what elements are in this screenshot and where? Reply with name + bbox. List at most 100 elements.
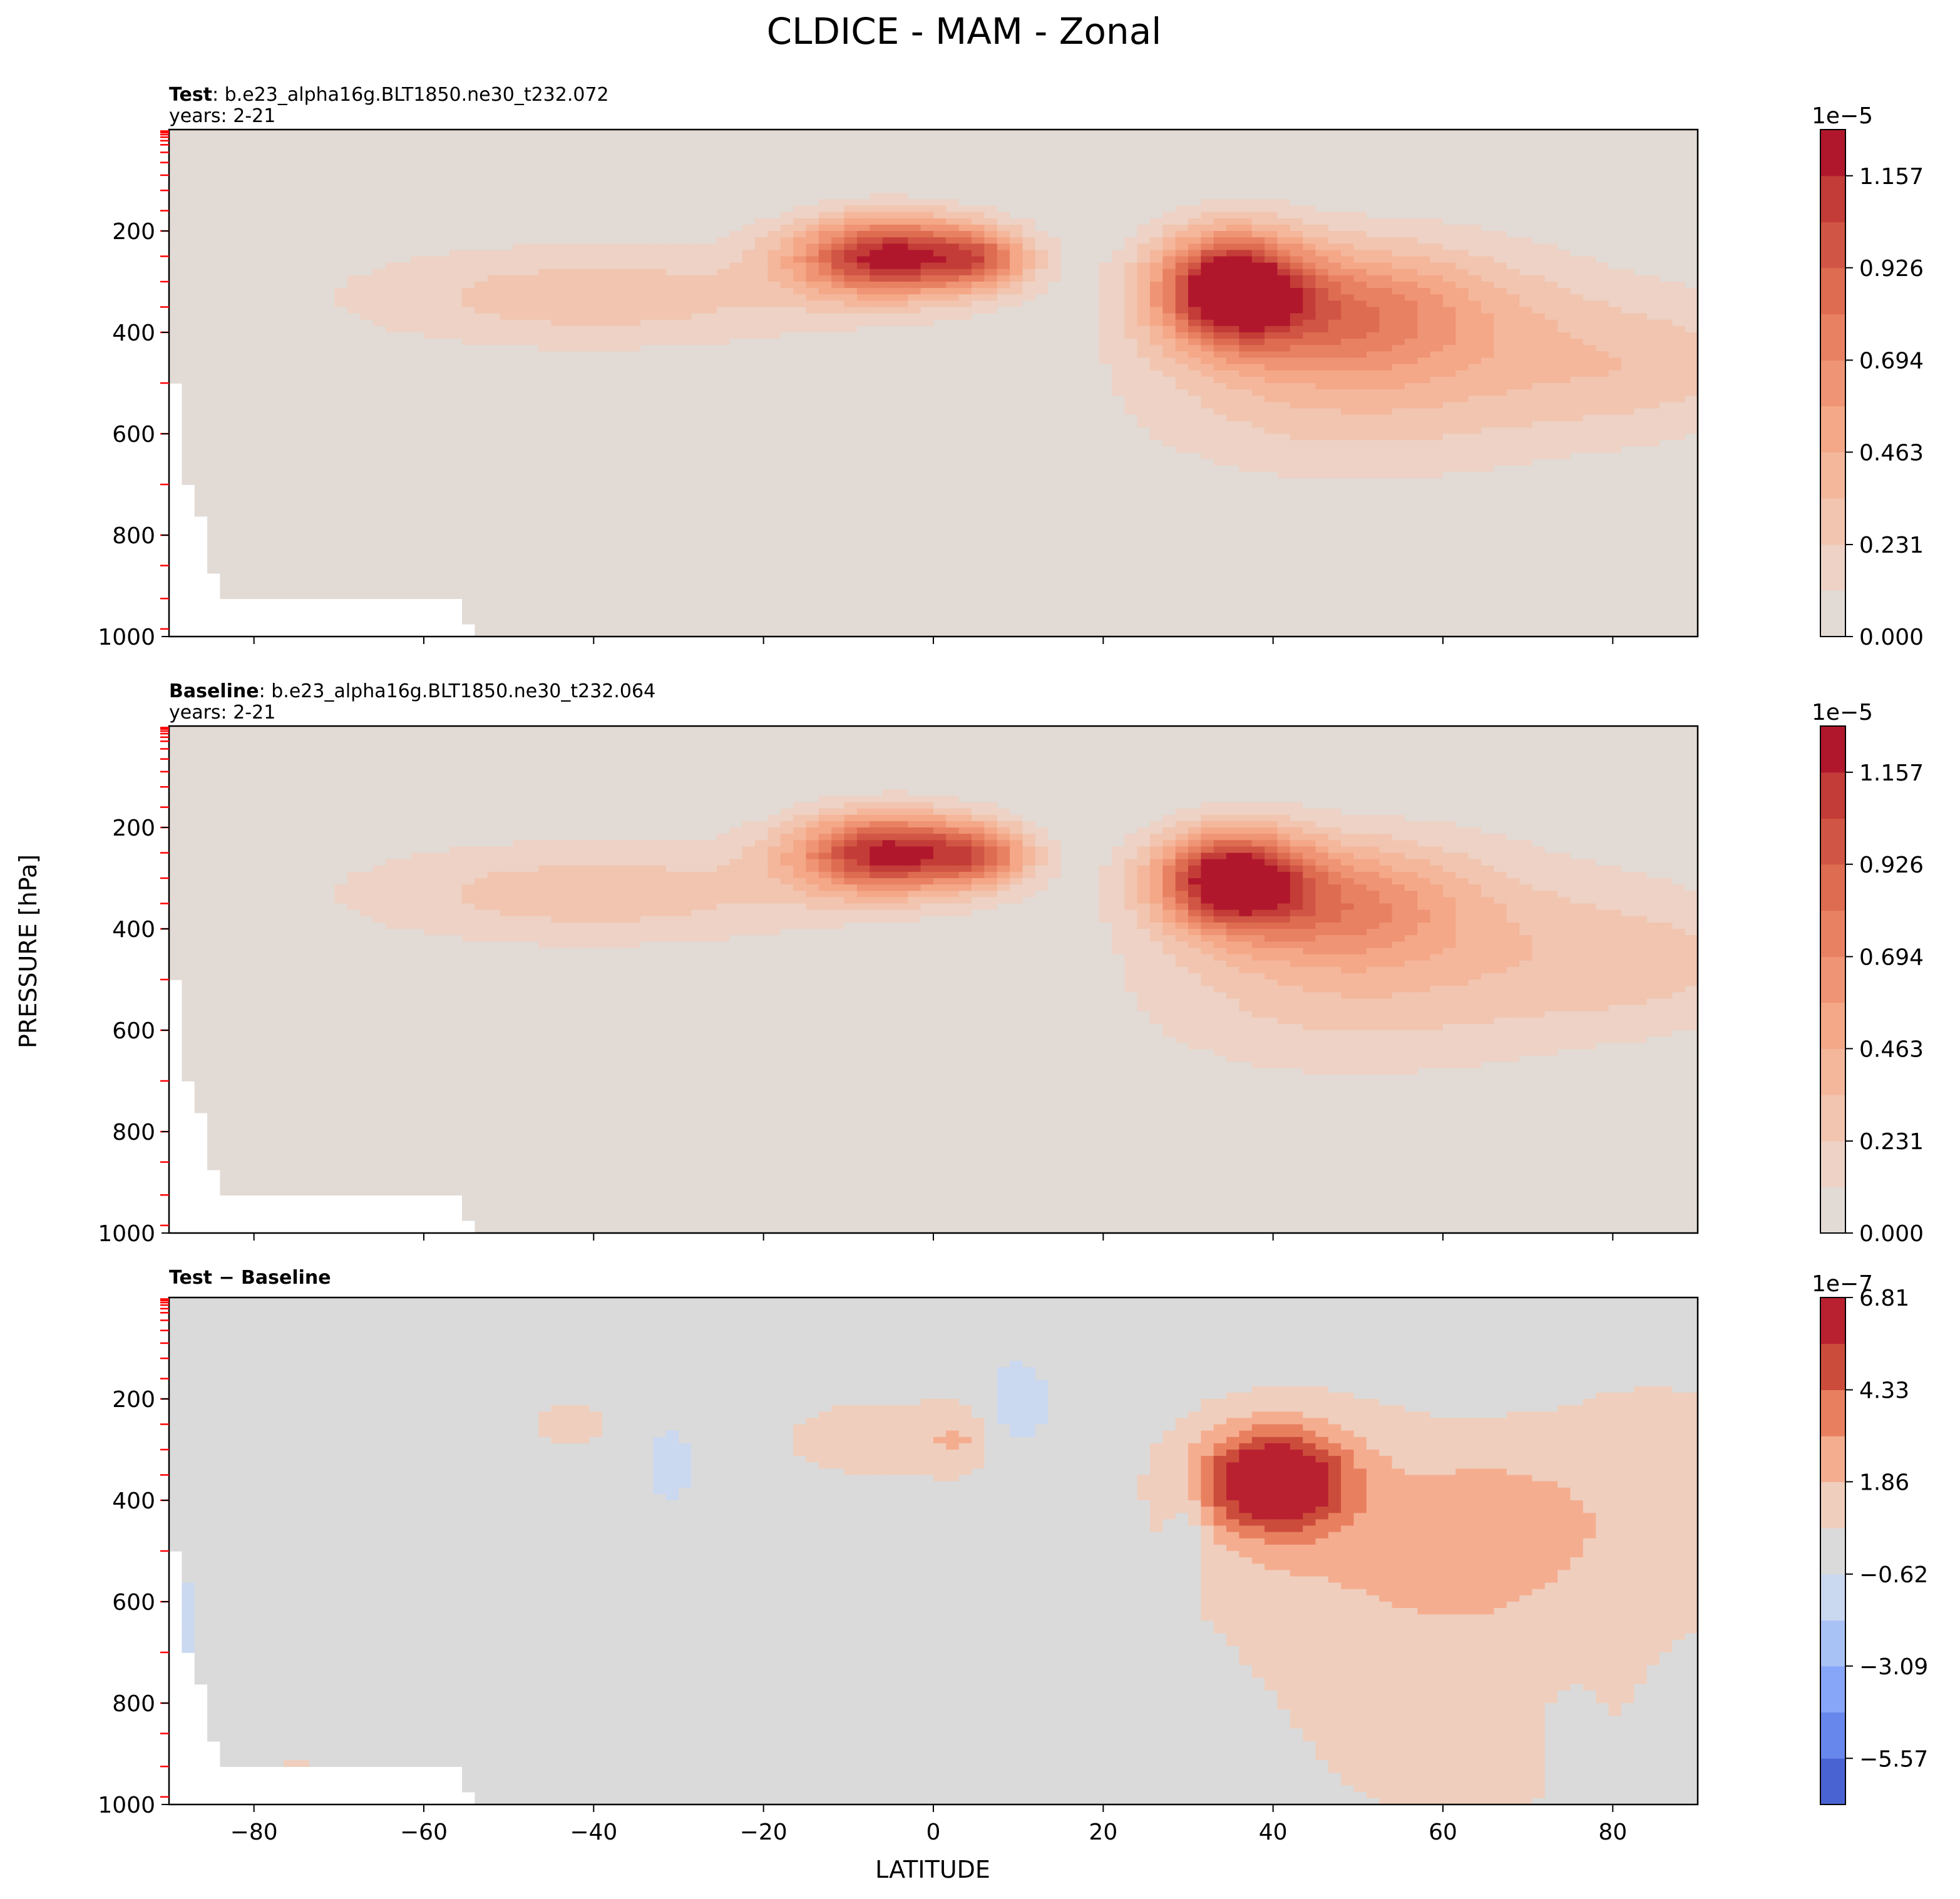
heatmap-cell	[398, 440, 411, 447]
heatmap-cell	[781, 541, 794, 548]
heatmap-cell	[475, 561, 488, 568]
heatmap-cell	[602, 592, 615, 599]
heatmap-cell	[309, 580, 322, 586]
heatmap-cell	[169, 332, 182, 339]
heatmap-cell	[449, 142, 463, 149]
heatmap-cell	[284, 440, 297, 447]
heatmap-cell	[347, 586, 361, 593]
heatmap-cell	[245, 320, 259, 327]
heatmap-cell	[768, 396, 781, 402]
heatmap-cell	[768, 427, 781, 434]
heatmap-cell	[335, 503, 348, 510]
heatmap-cell	[666, 180, 679, 187]
heatmap-cell	[590, 193, 603, 200]
heatmap-cell	[793, 320, 806, 327]
heatmap-cell	[946, 529, 959, 536]
heatmap-cell	[666, 503, 679, 510]
heatmap-cell	[972, 491, 985, 498]
heatmap-cell	[386, 377, 399, 384]
heatmap-cell	[870, 269, 883, 276]
heatmap-cell	[895, 453, 908, 459]
heatmap-cell	[717, 535, 730, 542]
heatmap-cell	[972, 187, 985, 193]
heatmap-cell	[640, 624, 654, 631]
heatmap-cell	[322, 371, 335, 377]
heatmap-cell	[602, 130, 615, 136]
heatmap-cell	[577, 212, 590, 219]
heatmap-cell	[462, 446, 475, 453]
heatmap-cell	[691, 269, 704, 276]
heatmap-cell	[373, 484, 386, 491]
heatmap-cell	[207, 307, 220, 314]
heatmap-cell	[679, 180, 692, 187]
heatmap-cell	[921, 484, 934, 491]
heatmap-cell	[781, 250, 794, 257]
heatmap-cell	[373, 586, 386, 593]
heatmap-cell	[297, 288, 310, 295]
heatmap-cell	[781, 142, 794, 149]
heatmap-cell	[335, 206, 348, 213]
heatmap-cell	[271, 446, 284, 453]
heatmap-cell	[360, 459, 373, 466]
heatmap-cell	[870, 168, 883, 175]
heatmap-cell	[653, 155, 666, 162]
heatmap-cell	[552, 580, 565, 586]
heatmap-cell	[436, 320, 449, 327]
heatmap-cell	[704, 358, 717, 365]
heatmap-cell	[220, 586, 233, 593]
heatmap-cell	[488, 523, 501, 530]
heatmap-cell	[831, 503, 844, 510]
heatmap-cell	[628, 478, 641, 485]
heatmap-cell	[335, 130, 348, 136]
heatmap-cell	[857, 187, 870, 193]
heatmap-cell	[538, 377, 552, 384]
heatmap-cell	[908, 193, 921, 200]
heatmap-cell	[946, 307, 959, 314]
heatmap-cell	[666, 478, 679, 485]
heatmap-cell	[233, 383, 246, 390]
heatmap-cell	[449, 554, 463, 561]
heatmap-cell	[959, 294, 972, 301]
heatmap-cell	[322, 351, 335, 358]
heatmap-cell	[449, 491, 463, 498]
heatmap-cell	[755, 440, 768, 447]
heatmap-cell	[488, 529, 501, 536]
heatmap-cell	[424, 503, 437, 510]
heatmap-cell	[373, 491, 386, 498]
heatmap-cell	[335, 510, 348, 517]
heatmap-cell	[577, 142, 590, 149]
heatmap-cell	[793, 624, 806, 631]
heatmap-cell	[245, 364, 259, 371]
heatmap-cell	[921, 187, 934, 193]
heatmap-cell	[258, 275, 271, 282]
heatmap-cell	[831, 237, 844, 244]
heatmap-cell	[182, 415, 195, 422]
heatmap-cell	[666, 618, 679, 625]
heatmap-cell	[781, 307, 794, 314]
heatmap-cell	[717, 592, 730, 599]
heatmap-cell	[386, 440, 399, 447]
heatmap-cell	[883, 180, 896, 187]
heatmap-cell	[844, 396, 858, 402]
heatmap-cell	[933, 466, 947, 473]
heatmap-cell	[373, 459, 386, 466]
heatmap-cell	[755, 535, 768, 542]
heatmap-cell	[895, 243, 908, 250]
heatmap-cell	[373, 300, 386, 307]
heatmap-cell	[717, 307, 730, 314]
heatmap-cell	[538, 567, 552, 574]
heatmap-cell	[691, 466, 704, 473]
heatmap-cell	[972, 466, 985, 473]
heatmap-cell	[959, 389, 972, 396]
heatmap-cell	[386, 282, 399, 289]
heatmap-cell	[500, 263, 513, 270]
heatmap-cell	[195, 174, 208, 181]
heatmap-cell	[373, 554, 386, 561]
heatmap-cell	[781, 282, 794, 289]
heatmap-cell	[742, 618, 756, 625]
heatmap-cell	[895, 402, 908, 409]
heatmap-cell	[602, 371, 615, 377]
heatmap-cell	[768, 402, 781, 409]
heatmap-cell	[628, 459, 641, 466]
heatmap-cell	[819, 503, 832, 510]
